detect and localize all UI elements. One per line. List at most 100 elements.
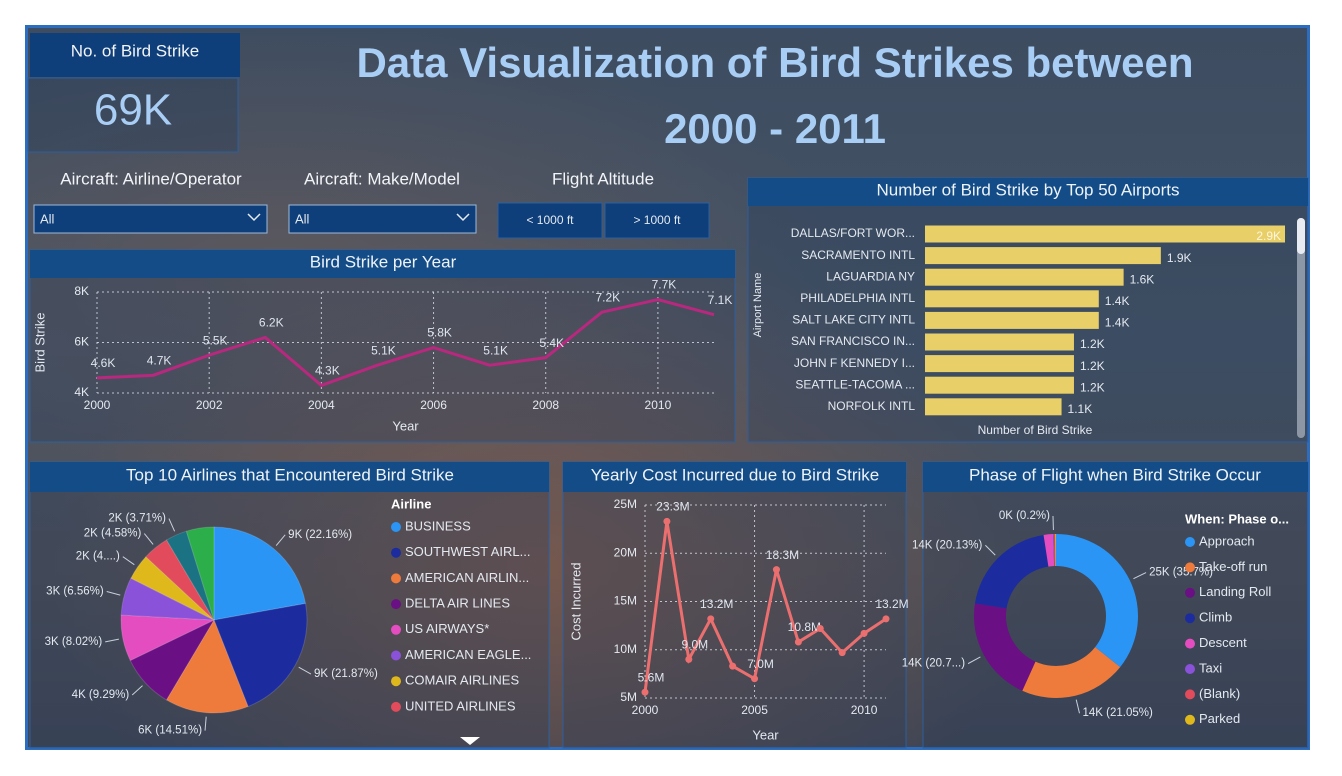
x-tick-label: 2000 [84,398,111,412]
legend-marker [391,701,401,712]
data-label: 14K (20.7...) [902,658,965,670]
data-point [772,566,780,574]
y-tick-label: JOHN F KENNEDY I... [794,356,915,370]
x-tick-label: 2010 [645,398,672,412]
panel-header [923,462,1308,492]
y-tick-label: 5M [620,690,637,704]
data-label: 3K (8.02%) [45,636,103,648]
y-tick-label: 15M [614,594,637,608]
chart-title: Top 10 Airlines that Encountered Bird St… [126,465,454,484]
x-tick-label: 2008 [532,398,559,412]
data-label: 1.6K [1130,272,1155,286]
leader-line [106,591,121,596]
panel-header [30,250,735,278]
legend-marker [391,650,401,661]
chart-title: Number of Bird Strike by Top 50 Airports [877,180,1180,199]
legend-marker [391,573,401,584]
button-label: < 1000 ft [526,213,574,227]
chevron [247,213,261,222]
leader-line [1133,572,1147,580]
legend-label: UNITED AIRLINES [405,698,516,713]
dropdown[interactable] [288,204,477,234]
filter-label: Aircraft: Make/Model [304,169,460,188]
legend-label: Taxi [1199,660,1222,675]
data-point [882,615,890,623]
slice [129,618,216,701]
altitude-button[interactable] [604,202,710,239]
scrollbar[interactable] [1297,218,1305,438]
bar [925,333,1074,351]
data-label: 6K (14.51%) [138,725,202,737]
leader-line [131,685,143,696]
chevron [456,213,470,222]
y-tick-label: SAN FRANCISCO IN... [791,334,915,348]
data-label: 10.8M [788,620,821,634]
slice [165,530,215,621]
data-label: 2.9K [1256,229,1281,243]
slice [120,577,215,621]
y-axis-label: Airport Name [752,273,764,338]
slice [213,602,308,708]
filter-label: Flight Altitude [552,169,654,188]
data-label: 1.9K [1167,251,1192,265]
data-label: 9.0M [681,638,708,652]
data-point [794,638,802,646]
page-title: Data Visualization of Bird Strikes betwe… [356,39,1194,152]
data-label: 1.2K [1080,337,1105,351]
kpi-label: No. of Bird Strike [71,41,200,60]
x-axis-label: Year [752,727,779,742]
data-label: 6.2K [259,316,284,330]
scrollbar-thumb[interactable] [1297,218,1305,254]
kpi-value: 69K [94,86,172,135]
data-label: 9K (22.16%) [288,529,352,541]
data-label: 4K (9.29%) [72,689,130,701]
panel-header [30,462,549,492]
leader-line [298,666,312,675]
data-label: 7.7K [652,278,677,292]
data-label: 1.4K [1105,294,1130,308]
bar [925,225,1285,243]
data-point [663,517,671,525]
slice [130,556,215,621]
legend-label: BUSINESS [405,518,471,533]
y-tick-label: 20M [614,545,637,559]
dropdown[interactable] [33,204,268,234]
y-tick-label: 6K [74,335,89,349]
data-line [96,298,715,388]
dropdown-value: All [295,211,310,226]
legend-label: US AIRWAYS* [405,621,489,636]
slice [145,539,215,621]
data-label: 0K (0.2%) [999,510,1050,522]
data-label: 1.2K [1080,380,1105,394]
data-point [838,649,846,657]
leader-line [122,556,135,566]
data-point [751,675,759,683]
data-label: 4.6K [91,356,116,370]
data-label: 5.8K [427,326,452,340]
data-point [729,662,737,670]
chart-title: Yearly Cost Incurred due to Bird Strike [591,465,880,484]
y-tick-label: PHILADELPHIA INTL [800,291,915,305]
data-label: 4.7K [147,353,172,367]
slice [1043,534,1055,567]
altitude-button[interactable] [497,202,603,239]
panel-header [563,462,906,492]
slice [213,526,307,621]
bar [925,247,1161,265]
y-tick-label: 4K [74,385,89,399]
legend-marker [391,676,401,687]
y-tick-label: 8K [74,284,89,298]
data-label: 1.4K [1105,316,1130,330]
slice [1056,534,1138,668]
data-label: 13.2M [700,597,733,611]
legend-scroll-arrow[interactable] [460,737,480,745]
legend-marker [391,522,401,532]
y-tick-label: NORFOLK INTL [828,399,916,413]
legend-marker [391,599,401,610]
legend-title: When: Phase o... [1185,511,1289,526]
data-label: 5.6M [638,670,665,684]
leader-line [275,534,286,546]
chart-title: Bird Strike per Year [310,252,457,271]
